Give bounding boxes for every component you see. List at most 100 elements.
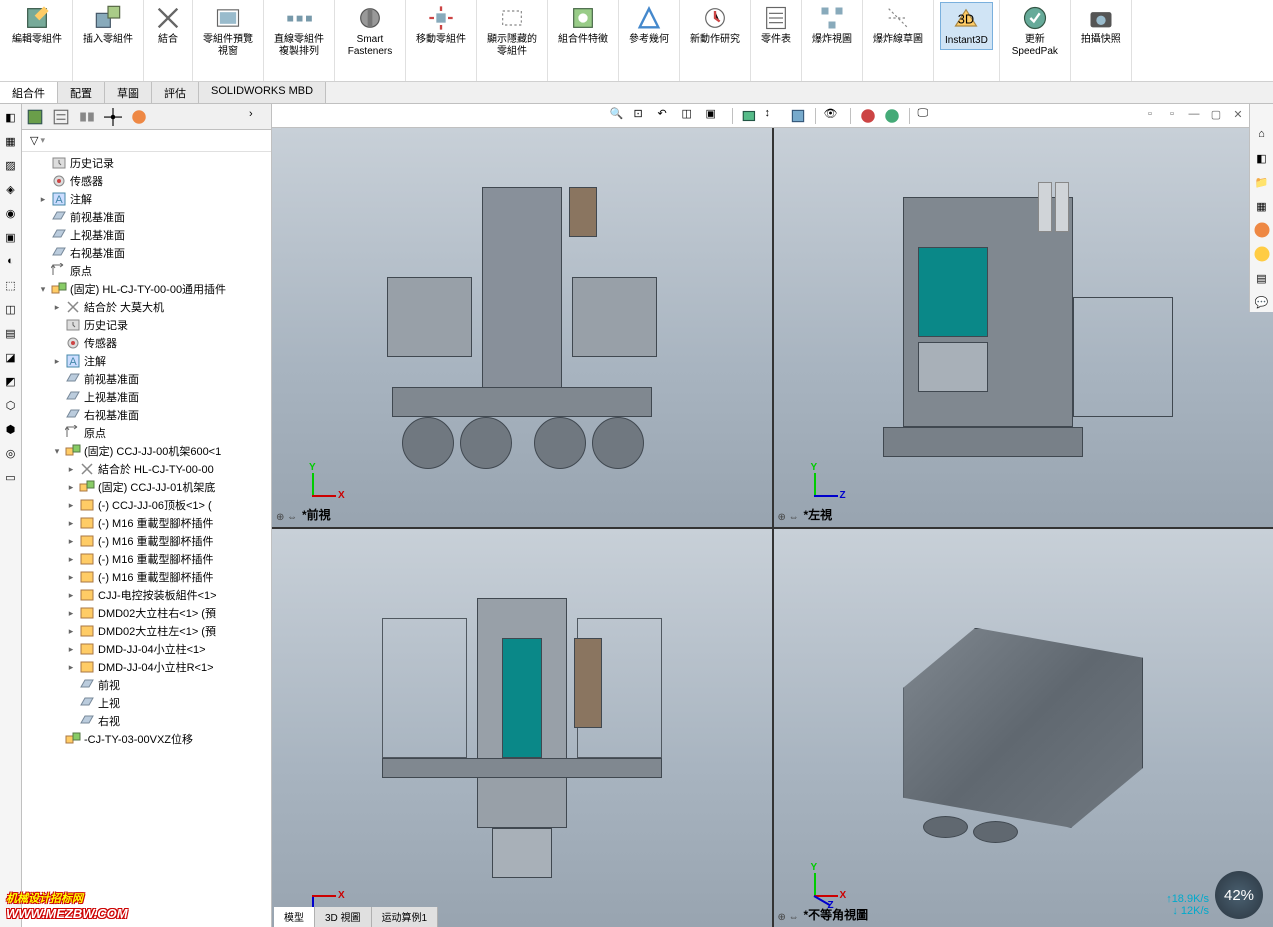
tree-expander[interactable]: ▸	[66, 554, 76, 565]
view-link-icon[interactable]: ⊕ ⇔	[778, 512, 799, 523]
tool-btn-13[interactable]: ⬡	[2, 396, 20, 414]
panel-tab-property[interactable]	[52, 108, 70, 126]
tree-expander[interactable]: ▸	[66, 662, 76, 673]
tree-expander[interactable]: ▸	[52, 302, 62, 313]
home-icon[interactable]: ⌂	[1252, 124, 1272, 144]
command-tab[interactable]: 組合件	[0, 82, 58, 103]
tree-expander[interactable]: ▸	[38, 194, 48, 205]
tree-item[interactable]: 右视基准面	[24, 406, 269, 424]
view-link-icon[interactable]: ⊕ ⇔	[276, 512, 297, 523]
tree-item[interactable]: ▸(-) M16 重載型腳杯插件	[24, 550, 269, 568]
command-tab[interactable]: 草圖	[105, 82, 152, 103]
ribbon-speedpak[interactable]: 更新 SpeedPak	[1006, 2, 1064, 60]
tree-item[interactable]: 前视	[24, 676, 269, 694]
tool-btn-6[interactable]: ▣	[2, 228, 20, 246]
tree-item[interactable]: 原点	[24, 262, 269, 280]
tree-item[interactable]: ▸(-) M16 重載型腳杯插件	[24, 514, 269, 532]
viewport-isometric[interactable]: YXZ ⊕ ⇔ *不等角視圖	[774, 529, 1273, 927]
viewport-layout-1[interactable]: ▫	[1141, 106, 1159, 122]
hide-show-icon[interactable]: ↕	[765, 107, 783, 125]
command-tab[interactable]: 配置	[58, 82, 105, 103]
tree-item[interactable]: -CJ-TY-03-00VXZ位移	[24, 730, 269, 748]
tool-btn-1[interactable]: ◧	[2, 108, 20, 126]
view-link-icon[interactable]: ⊕ ⇔	[778, 912, 799, 923]
forum-icon[interactable]: 💬	[1252, 292, 1272, 312]
hlr-icon[interactable]	[789, 107, 807, 125]
tree-expander[interactable]: ▸	[66, 626, 76, 637]
tree-item[interactable]: ▸(固定) CCJ-JJ-01机架底	[24, 478, 269, 496]
feature-tree[interactable]: 历史记录传感器▸A注解前视基准面上视基准面右视基准面原点▾(固定) HL-CJ-…	[22, 152, 271, 927]
view-palette-icon[interactable]	[1252, 220, 1272, 240]
explorer-icon[interactable]: ▦	[1252, 196, 1272, 216]
tool-btn-15[interactable]: ◎	[2, 444, 20, 462]
viewport-layout-2[interactable]: ▫	[1163, 106, 1181, 122]
ribbon-ref-geometry[interactable]: 參考幾何	[625, 2, 673, 48]
ribbon-move-component[interactable]: 移動零組件	[412, 2, 470, 48]
tree-expander[interactable]: ▾	[52, 446, 62, 457]
tree-item[interactable]: 前视基准面	[24, 208, 269, 226]
ribbon-instant3d[interactable]: 3DInstant3D	[940, 2, 993, 50]
view-orient-icon[interactable]: ▣	[706, 107, 724, 125]
tree-expander[interactable]: ▸	[66, 644, 76, 655]
tree-item[interactable]: 上视基准面	[24, 388, 269, 406]
tree-expander[interactable]: ▸	[66, 608, 76, 619]
tool-btn-2[interactable]: ▦	[2, 132, 20, 150]
tree-item[interactable]: 前视基准面	[24, 370, 269, 388]
tree-item[interactable]: 原点	[24, 424, 269, 442]
ribbon-show-hidden[interactable]: 顯示隱藏的零組件	[483, 2, 541, 60]
tree-item[interactable]: ▸(-) CCJ-JJ-06顶板<1> (	[24, 496, 269, 514]
tool-btn-7[interactable]: ◐	[2, 252, 20, 270]
tool-btn-14[interactable]: ⬢	[2, 420, 20, 438]
tree-expander[interactable]: ▸	[66, 500, 76, 511]
scene-icon[interactable]	[883, 107, 901, 125]
tool-btn-5[interactable]: ◉	[2, 204, 20, 222]
tree-item[interactable]: ▸A注解	[24, 352, 269, 370]
minimize-button[interactable]: —	[1185, 106, 1203, 122]
filter-icon[interactable]: ▽	[30, 134, 38, 147]
tree-expander[interactable]: ▸	[66, 482, 76, 493]
tree-expander[interactable]: ▸	[52, 356, 62, 367]
prev-view-icon[interactable]: ↶	[658, 107, 676, 125]
ribbon-mate[interactable]: 結合	[150, 2, 186, 48]
viewport-front[interactable]: YX ⊕ ⇔ *前視	[272, 128, 772, 527]
viewport-left[interactable]: YZ ⊕ ⇔ *左視	[774, 128, 1273, 527]
eye-icon[interactable]: 👁	[824, 107, 842, 125]
ribbon-assembly-feature[interactable]: 組合件特徵	[554, 2, 612, 48]
tree-expander[interactable]: ▸	[66, 572, 76, 583]
panel-tab-dim[interactable]	[104, 108, 122, 126]
command-tab[interactable]: 評估	[152, 82, 199, 103]
ribbon-insert-component[interactable]: 插入零組件	[79, 2, 137, 48]
tool-btn-10[interactable]: ▤	[2, 324, 20, 342]
tree-item[interactable]: ▾(固定) CCJ-JJ-00机架600<1	[24, 442, 269, 460]
display-style-icon[interactable]	[741, 107, 759, 125]
maximize-button[interactable]: ▢	[1207, 106, 1225, 122]
close-button[interactable]: ✕	[1229, 106, 1247, 122]
tool-btn-16[interactable]: ▭	[2, 468, 20, 486]
tool-btn-4[interactable]: ◈	[2, 180, 20, 198]
command-tab[interactable]: SOLIDWORKS MBD	[199, 82, 326, 103]
zoom-fit-icon[interactable]: 🔍	[610, 107, 628, 125]
render-icon[interactable]: 🖵	[918, 107, 936, 125]
tree-expander[interactable]: ▸	[66, 590, 76, 601]
tool-btn-9[interactable]: ◫	[2, 300, 20, 318]
tree-item[interactable]: 右视基准面	[24, 244, 269, 262]
ribbon-edit-component[interactable]: 編輯零組件	[8, 2, 66, 48]
tree-item[interactable]: 上视	[24, 694, 269, 712]
tool-btn-12[interactable]: ◩	[2, 372, 20, 390]
ribbon-motion-study[interactable]: 新動作研究	[686, 2, 744, 48]
viewport-top[interactable]: XZ ⊕ ⇔ *上視	[272, 529, 772, 927]
appearance-pane-icon[interactable]	[1252, 244, 1272, 264]
tool-btn-8[interactable]: ⬚	[2, 276, 20, 294]
ribbon-exploded-view[interactable]: 爆炸視圖	[808, 2, 856, 48]
tool-btn-11[interactable]: ◪	[2, 348, 20, 366]
tree-item[interactable]: ▸(-) M16 重載型腳杯插件	[24, 532, 269, 550]
tree-item[interactable]: 历史记录	[24, 154, 269, 172]
tree-item[interactable]: ▸結合於 HL-CJ-TY-00-00	[24, 460, 269, 478]
zoom-area-icon[interactable]: ⊡	[634, 107, 652, 125]
tool-btn-3[interactable]: ▨	[2, 156, 20, 174]
tree-item[interactable]: ▸DMD02大立柱右<1> (預	[24, 604, 269, 622]
ribbon-bom[interactable]: 零件表	[757, 2, 795, 48]
motion-tab[interactable]: 模型	[274, 907, 315, 927]
tree-item[interactable]: ▸A注解	[24, 190, 269, 208]
resources-icon[interactable]: ◧	[1252, 148, 1272, 168]
